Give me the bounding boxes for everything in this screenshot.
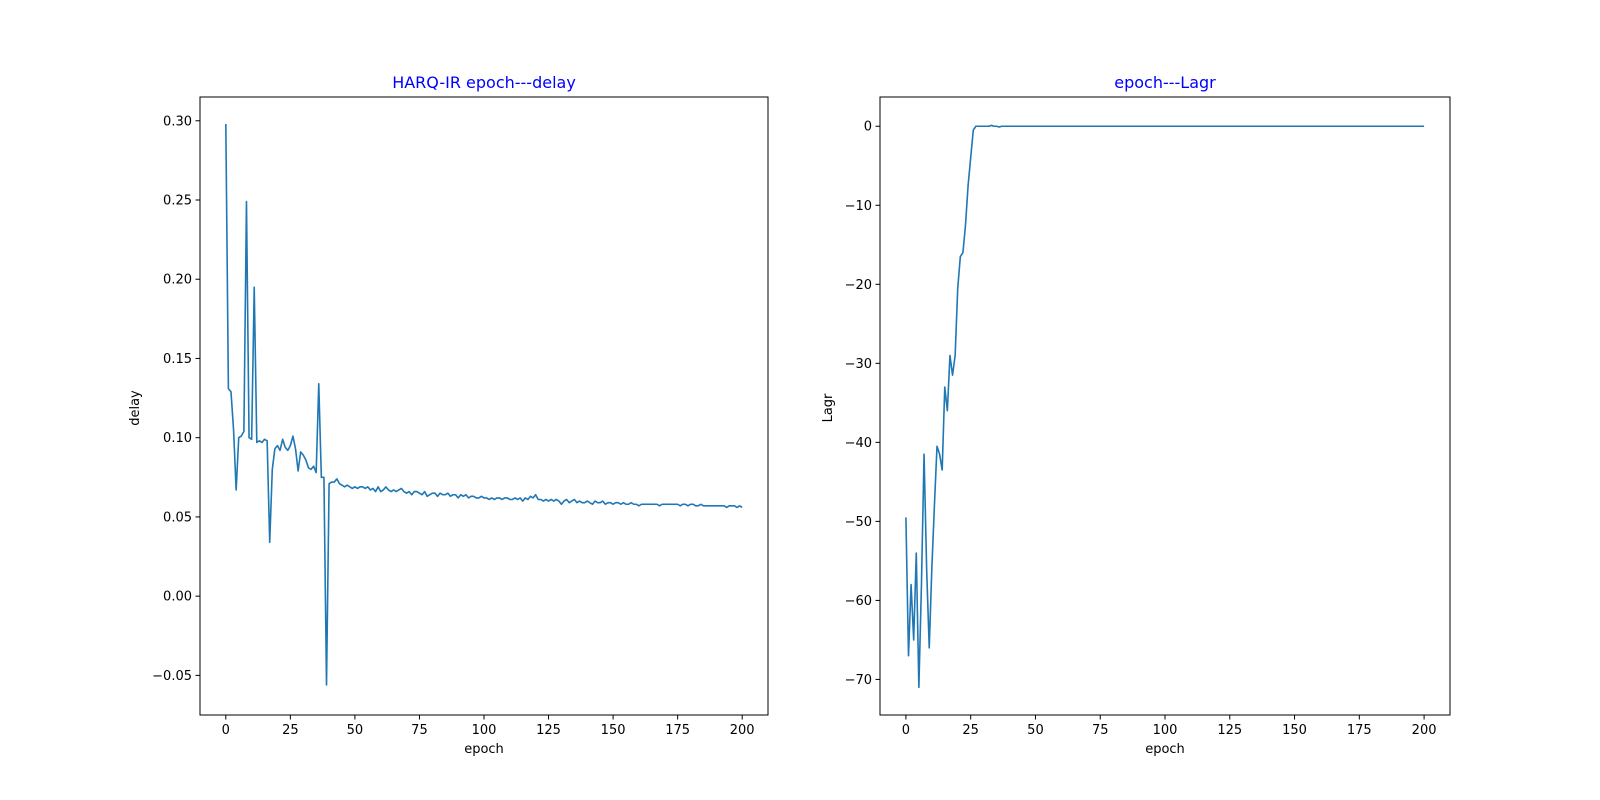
x-tick-label: 25 — [962, 723, 979, 738]
x-axis-label: epoch — [464, 742, 504, 757]
x-tick-label: 0 — [222, 723, 230, 738]
x-tick-label: 125 — [536, 723, 561, 738]
y-tick-label: 0.00 — [163, 590, 192, 605]
x-axis-label: epoch — [1145, 742, 1185, 757]
y-tick-label: −70 — [845, 673, 872, 688]
y-tick-label: 0.15 — [163, 352, 192, 367]
x-tick-label: 175 — [665, 723, 690, 738]
plot-frame — [199, 96, 769, 716]
x-tick-label: 50 — [347, 723, 364, 738]
x-tick-label: 175 — [1347, 723, 1372, 738]
x-tick-label: 75 — [1092, 723, 1109, 738]
chart-marks: 0 25 50 75 100 125 150 175 200 −70 −60 −50 −40 −30 −20… — [845, 96, 1451, 738]
series-line — [225, 123, 743, 686]
x-tick-label: 100 — [1153, 723, 1178, 738]
x-tick-label: 100 — [472, 723, 497, 738]
y-tick-label: −0.05 — [152, 669, 192, 684]
y-tick-label: 0.10 — [163, 431, 192, 446]
delay-chart: HARQ-IR epoch---delay epoch delay 0 25 50 7… — [128, 73, 769, 757]
y-tick-label: 0.25 — [163, 194, 192, 209]
x-tick-label: 150 — [601, 723, 626, 738]
x-tick-label: 150 — [1282, 723, 1307, 738]
y-tick-label: −10 — [845, 199, 872, 214]
x-tick-label: 75 — [411, 723, 428, 738]
y-tick-label: −30 — [845, 357, 872, 372]
chart-title: HARQ-IR epoch---delay — [392, 73, 576, 92]
chart-marks: 0 25 50 75 100 125 150 175 200 −0.05 0.00 0.05 0.10 0… — [152, 96, 769, 738]
x-tick-label: 125 — [1217, 723, 1242, 738]
chart-title: epoch---Lagr — [1114, 73, 1216, 92]
x-tick-label: 25 — [282, 723, 299, 738]
y-tick-label: 0 — [864, 120, 872, 135]
x-tick-label: 50 — [1027, 723, 1044, 738]
y-tick-label: 0.20 — [163, 273, 192, 288]
y-tick-label: −60 — [845, 594, 872, 609]
y-axis-label: delay — [128, 390, 143, 426]
y-tick-label: −40 — [845, 436, 872, 451]
y-tick-label: −20 — [845, 278, 872, 293]
x-tick-label: 200 — [730, 723, 755, 738]
series-line — [905, 124, 1425, 689]
x-tick-label: 0 — [902, 723, 910, 738]
x-tick-label: 200 — [1412, 723, 1437, 738]
y-tick-label: −50 — [845, 515, 872, 530]
y-tick-label: 0.30 — [163, 114, 192, 129]
plot-frame — [879, 96, 1451, 716]
y-axis-label: Lagr — [821, 393, 836, 422]
y-tick-label: 0.05 — [163, 510, 192, 525]
lagr-chart: epoch---Lagr epoch Lagr 0 25 50 75 100 125 150… — [821, 73, 1451, 757]
